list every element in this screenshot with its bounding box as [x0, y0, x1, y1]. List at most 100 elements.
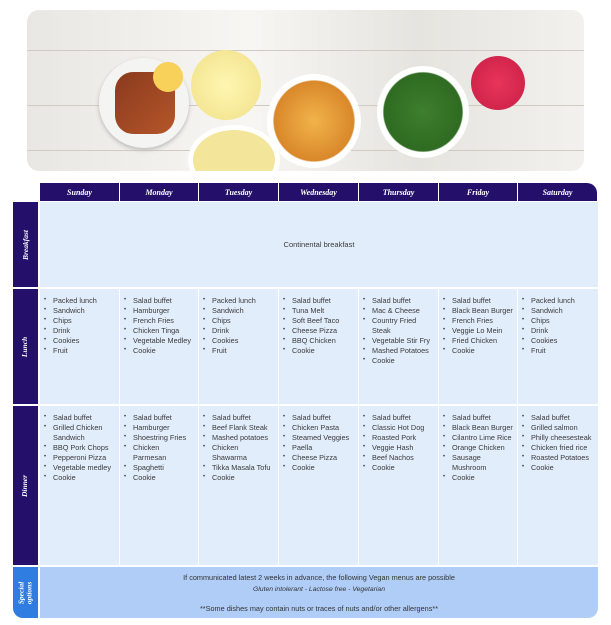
menu-item: Paella: [283, 443, 354, 453]
menu-item: Fried Chicken: [443, 336, 513, 346]
menu-item: Cookie: [363, 463, 434, 473]
menu-item: Cheese Pizza: [283, 453, 354, 463]
day-header-thursday: Thursday: [359, 183, 438, 201]
menu-item: Hamburger: [124, 306, 194, 316]
menu-item: Salad buffet: [363, 296, 434, 306]
menu-item: Beef Nachos: [363, 453, 434, 463]
menu-item: Black Bean Burger: [443, 423, 513, 433]
menu-item: Salad buffet: [363, 413, 434, 423]
menu-item: Shoestring Fries: [124, 433, 194, 443]
menu-item: Salad buffet: [522, 413, 594, 423]
food-banner-image: [27, 10, 584, 171]
dinner-cell-sunday: Salad buffetGrilled Chicken SandwichBBQ …: [40, 406, 119, 565]
menu-item: Hamburger: [124, 423, 194, 433]
menu-item: Drink: [203, 326, 274, 336]
lunch-cell-sunday: Packed lunchSandwichChipsDrinkCookiesFru…: [40, 289, 119, 404]
menu-item: Sandwich: [203, 306, 274, 316]
menu-item: Chicken fried rice: [522, 443, 594, 453]
dinner-cell-monday: Salad buffetHamburgerShoestring FriesChi…: [120, 406, 198, 565]
menu-item: Cookie: [124, 346, 194, 356]
diet-options: Gluten intolerant - Lactose free - Veget…: [253, 586, 385, 593]
row-label-breakfast: Breakfast: [13, 202, 38, 287]
menu-item: Cookie: [283, 346, 354, 356]
day-header-wednesday: Wednesday: [279, 183, 358, 201]
menu-item: Orange Chicken: [443, 443, 513, 453]
menu-item: Chicken Tinga: [124, 326, 194, 336]
menu-item: Steamed Veggies: [283, 433, 354, 443]
menu-item: Classic Hot Dog: [363, 423, 434, 433]
menu-item: Salad buffet: [443, 413, 513, 423]
lunch-cell-monday: Salad buffetHamburgerFrench FriesChicken…: [120, 289, 198, 404]
menu-item: Salad buffet: [443, 296, 513, 306]
menu-item: Vegetable Medley: [124, 336, 194, 346]
row-label-special-options: Special options: [13, 567, 38, 618]
menu-item: Chicken Parmesan: [124, 443, 194, 462]
menu-item: Cookie: [44, 473, 115, 483]
day-header-friday: Friday: [439, 183, 517, 201]
vegan-notice: If communicated latest 2 weeks in advanc…: [183, 573, 455, 582]
menu-item: Cookies: [203, 336, 274, 346]
menu-item: Sausage Mushroom: [443, 453, 513, 472]
menu-item: Fruit: [203, 346, 274, 356]
menu-item: Spaghetti: [124, 463, 194, 473]
menu-item: Cookie: [443, 346, 513, 356]
menu-item: Cilantro Lime Rice: [443, 433, 513, 443]
menu-item: Chips: [522, 316, 594, 326]
menu-item: Grilled salmon: [522, 423, 594, 433]
menu-item: French Fries: [443, 316, 513, 326]
menu-item: Cookie: [283, 463, 354, 473]
allergen-notice: **Some dishes may contain nuts or traces…: [199, 604, 439, 613]
menu-item: Mashed Potatoes: [363, 346, 434, 356]
menu-item: Salad buffet: [124, 296, 194, 306]
lunch-cell-wednesday: Salad buffetTuna MeltSoft Beef TacoChees…: [279, 289, 358, 404]
dinner-cell-wednesday: Salad buffetChicken PastaSteamed Veggies…: [279, 406, 358, 565]
dinner-cell-saturday: Salad buffetGrilled salmonPhilly cheeses…: [518, 406, 598, 565]
menu-item: Soft Beef Taco: [283, 316, 354, 326]
menu-item: Packed lunch: [203, 296, 274, 306]
menu-item: Packed lunch: [44, 296, 115, 306]
menu-item: Sandwich: [522, 306, 594, 316]
menu-item: Country Fried Steak: [363, 316, 434, 335]
menu-item: Salad buffet: [44, 413, 115, 423]
menu-item: Roasted Pork: [363, 433, 434, 443]
menu-item: Cheese Pizza: [283, 326, 354, 336]
menu-item: Chips: [203, 316, 274, 326]
menu-item: Tikka Masala Tofu: [203, 463, 274, 473]
menu-item: Sandwich: [44, 306, 115, 316]
menu-item: Fruit: [522, 346, 594, 356]
menu-item: Veggie Lo Mein: [443, 326, 513, 336]
menu-item: Mac & Cheese: [363, 306, 434, 316]
menu-item: BBQ Pork Chops: [44, 443, 115, 453]
special-options-cell: If communicated latest 2 weeks in advanc…: [40, 567, 598, 618]
dinner-cell-friday: Salad buffetBlack Bean BurgerCilantro Li…: [439, 406, 517, 565]
menu-item: Salad buffet: [283, 413, 354, 423]
menu-item: Drink: [44, 326, 115, 336]
menu-item: Cookie: [522, 463, 594, 473]
menu-item: BBQ Chicken: [283, 336, 354, 346]
row-label-lunch: Lunch: [13, 289, 38, 404]
menu-item: Chicken Shawarma: [203, 443, 274, 462]
dinner-cell-thursday: Salad buffetClassic Hot DogRoasted PorkV…: [359, 406, 438, 565]
menu-item: Salad buffet: [203, 413, 274, 423]
menu-item: Chips: [44, 316, 115, 326]
day-header-sunday: Sunday: [40, 183, 119, 201]
menu-item: Philly cheesesteak: [522, 433, 594, 443]
row-label-dinner: Dinner: [13, 406, 38, 565]
day-header-saturday: Saturday: [518, 183, 597, 201]
lunch-cell-thursday: Salad buffetMac & CheeseCountry Fried St…: [359, 289, 438, 404]
menu-item: Drink: [522, 326, 594, 336]
menu-item: Cookie: [443, 473, 513, 483]
menu-item: Fruit: [44, 346, 115, 356]
menu-item: Grilled Chicken Sandwich: [44, 423, 115, 442]
menu-item: Pepperoni Pizza: [44, 453, 115, 463]
day-header-tuesday: Tuesday: [199, 183, 278, 201]
dinner-cell-tuesday: Salad buffetBeef Flank SteakMashed potat…: [199, 406, 278, 565]
menu-item: Cookie: [124, 473, 194, 483]
menu-item: Veggie Hash: [363, 443, 434, 453]
lunch-cell-friday: Salad buffetBlack Bean BurgerFrench Frie…: [439, 289, 517, 404]
menu-item: Cookie: [363, 356, 434, 366]
menu-item: Chicken Pasta: [283, 423, 354, 433]
lunch-cell-tuesday: Packed lunchSandwichChipsDrinkCookiesFru…: [199, 289, 278, 404]
menu-item: Salad buffet: [283, 296, 354, 306]
menu-item: Cookies: [44, 336, 115, 346]
